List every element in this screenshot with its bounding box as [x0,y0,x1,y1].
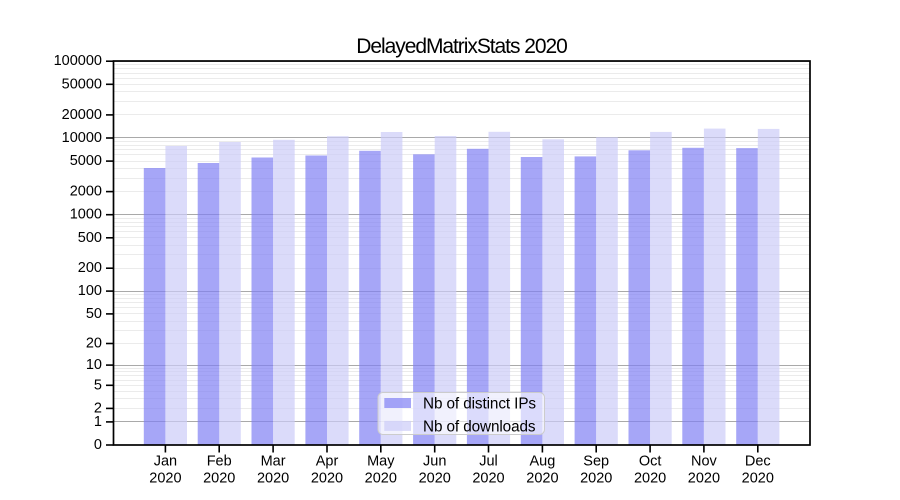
svg-text:5: 5 [94,377,102,393]
svg-text:2020: 2020 [580,471,612,487]
svg-text:Mar: Mar [261,454,286,470]
svg-text:2020: 2020 [203,471,235,487]
svg-text:Aug: Aug [529,454,555,470]
svg-text:Nb of distinct IPs: Nb of distinct IPs [423,396,536,413]
svg-text:Nb of downloads: Nb of downloads [423,419,536,436]
svg-text:50: 50 [86,306,102,322]
svg-text:2020: 2020 [634,471,666,487]
svg-text:DelayedMatrixStats 2020: DelayedMatrixStats 2020 [356,35,567,58]
svg-text:2020: 2020 [742,471,774,487]
svg-text:2020: 2020 [419,471,451,487]
svg-text:Nov: Nov [691,454,718,470]
svg-text:2020: 2020 [472,471,504,487]
svg-text:1000: 1000 [70,207,102,223]
svg-text:2: 2 [94,400,102,416]
svg-text:500: 500 [78,230,102,246]
svg-text:2020: 2020 [365,471,397,487]
svg-text:Dec: Dec [745,454,771,470]
svg-text:2000: 2000 [70,184,102,200]
svg-text:Jun: Jun [423,454,446,470]
svg-text:100: 100 [78,283,102,299]
svg-text:Apr: Apr [316,454,339,470]
svg-text:2020: 2020 [526,471,558,487]
svg-text:Oct: Oct [639,454,662,470]
svg-text:10: 10 [86,357,102,373]
svg-text:20000: 20000 [62,107,102,123]
svg-text:0: 0 [94,437,102,453]
svg-text:2020: 2020 [688,471,720,487]
svg-text:Sep: Sep [583,454,609,470]
svg-text:1: 1 [94,414,102,430]
svg-text:100000: 100000 [54,53,102,69]
svg-text:50000: 50000 [62,76,102,92]
svg-text:Jul: Jul [479,454,498,470]
svg-text:5000: 5000 [70,153,102,169]
svg-text:200: 200 [78,260,102,276]
svg-text:2020: 2020 [149,471,181,487]
svg-text:Jan: Jan [154,454,177,470]
svg-text:2020: 2020 [257,471,289,487]
svg-text:May: May [367,454,395,470]
svg-text:20: 20 [86,336,102,352]
svg-text:2020: 2020 [311,471,343,487]
svg-text:10000: 10000 [62,130,102,146]
svg-text:Feb: Feb [207,454,232,470]
